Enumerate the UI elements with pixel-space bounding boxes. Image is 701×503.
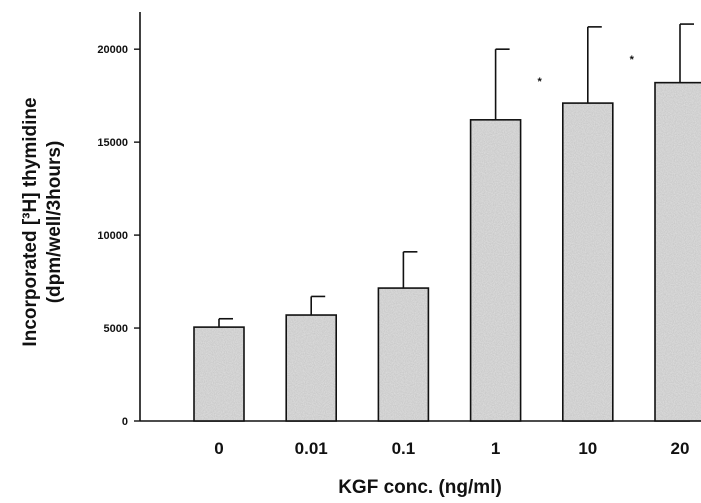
y-axis-title-line1: Incorporated [³H] thymidine xyxy=(20,97,41,346)
significance-marker: * xyxy=(537,76,542,88)
x-tick-label: 0.1 xyxy=(392,439,416,458)
y-tick-label: 10000 xyxy=(97,230,128,242)
bar-texture xyxy=(379,289,428,420)
x-tick-label: 1 xyxy=(491,439,500,458)
y-tick-label: 20000 xyxy=(97,44,128,56)
bars: *** xyxy=(193,23,701,422)
y-axis-title: Incorporated [³H] thymidine (dpm/well/3h… xyxy=(20,97,65,346)
x-tick-label: 20 xyxy=(671,439,690,458)
x-axis-ticks: 0 0.01 0.1 1 10 20 xyxy=(214,439,689,458)
x-axis-title: KGF conc. (ng/ml) xyxy=(338,477,502,498)
y-axis-title-line2: (dpm/well/3hours) xyxy=(44,141,65,304)
bar-texture xyxy=(287,316,336,420)
y-tick-label: 0 xyxy=(122,416,128,428)
y-tick-label: 5000 xyxy=(104,323,128,335)
bar-texture xyxy=(563,104,612,420)
x-tick-label: 10 xyxy=(578,439,597,458)
bar-texture xyxy=(656,83,701,421)
significance-marker: * xyxy=(630,54,635,66)
x-tick-label: 0 xyxy=(214,439,223,458)
y-tick-label: 15000 xyxy=(97,137,128,149)
bar-texture xyxy=(195,328,243,420)
x-tick-label: 0.01 xyxy=(295,439,328,458)
y-axis-ticks: 0 5000 10000 15000 20000 xyxy=(97,44,140,428)
bar-texture xyxy=(471,120,520,420)
